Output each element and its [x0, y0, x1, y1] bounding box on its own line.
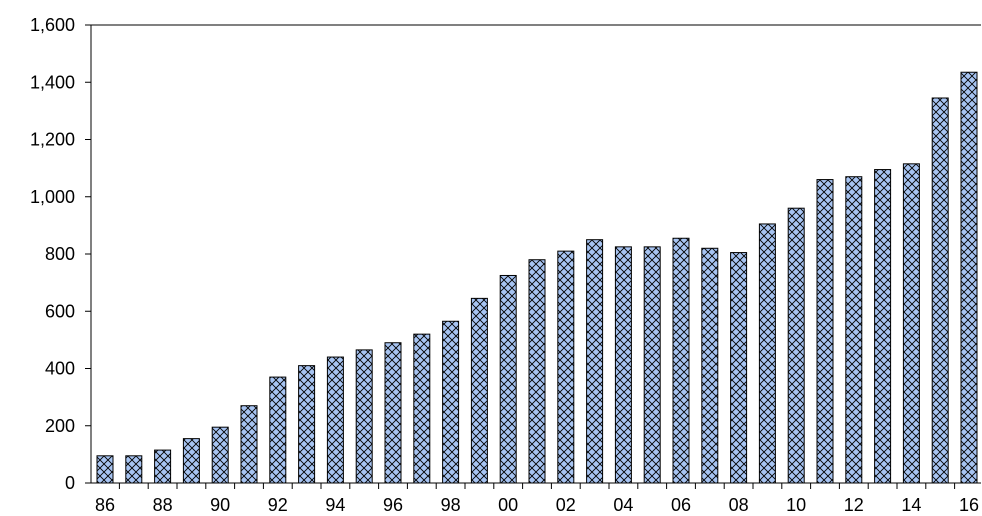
- bar-16: [960, 71, 978, 484]
- x-tick-label: 16: [959, 495, 979, 515]
- bar-97: [413, 333, 431, 484]
- x-tick-label: 02: [556, 495, 576, 515]
- bar-11: [816, 179, 834, 484]
- bar-14: [902, 163, 920, 484]
- bar-95: [355, 349, 373, 484]
- y-tick-label: 200: [45, 416, 75, 436]
- bar-94: [326, 356, 344, 484]
- x-axis: 86 88 90 92 94 96 98 00 02 04 06 08 10 12 14 16: [91, 482, 981, 515]
- bar-08: [730, 252, 748, 484]
- bar-04: [614, 246, 632, 484]
- bar-91: [240, 405, 258, 484]
- x-tick-label: 88: [153, 495, 173, 515]
- bar-09: [758, 223, 776, 484]
- bar-87: [125, 455, 143, 484]
- x-tick-label: 90: [210, 495, 230, 515]
- bar-00: [499, 274, 517, 484]
- x-tick-label: 86: [95, 495, 115, 515]
- bar-92: [269, 376, 287, 484]
- x-tick-label: 00: [498, 495, 518, 515]
- bar-90: [211, 426, 229, 484]
- bar-05: [643, 246, 661, 484]
- bar-86: [96, 455, 114, 484]
- bar-99: [470, 297, 488, 484]
- y-axis: 0 200 400 600 800 1,000 1,200 1,400 1,600: [30, 15, 92, 493]
- bar-07: [701, 247, 719, 484]
- bar-06: [672, 237, 690, 484]
- bar-96: [384, 342, 402, 484]
- bar-93: [298, 365, 316, 484]
- x-tick-label: 08: [729, 495, 749, 515]
- x-tick-label: 98: [441, 495, 461, 515]
- x-tick-label: 94: [325, 495, 345, 515]
- bar-02: [557, 250, 575, 484]
- y-tick-label: 1,600: [30, 15, 75, 35]
- bars: [96, 71, 978, 484]
- x-tick-label: 12: [844, 495, 864, 515]
- bar-89: [182, 438, 200, 484]
- y-tick-label: 800: [45, 244, 75, 264]
- y-tick-label: 400: [45, 359, 75, 379]
- x-tick-label: 92: [268, 495, 288, 515]
- bar-15: [931, 97, 949, 484]
- x-tick-label: 96: [383, 495, 403, 515]
- y-tick-label: 1,400: [30, 72, 75, 92]
- bar-98: [442, 320, 460, 484]
- bar-88: [154, 449, 172, 484]
- y-tick-label: 1,200: [30, 130, 75, 150]
- bar-13: [874, 169, 892, 484]
- bar-03: [586, 239, 604, 484]
- y-tick-label: 600: [45, 301, 75, 321]
- bar-01: [528, 259, 546, 484]
- bar-12: [845, 176, 863, 484]
- x-tick-label: 10: [786, 495, 806, 515]
- x-tick-label: 06: [671, 495, 691, 515]
- y-tick-label: 1,000: [30, 187, 75, 207]
- x-tick-label: 14: [901, 495, 921, 515]
- y-tick-label: 0: [65, 473, 75, 493]
- bar-10: [787, 207, 805, 484]
- x-tick-label: 04: [613, 495, 633, 515]
